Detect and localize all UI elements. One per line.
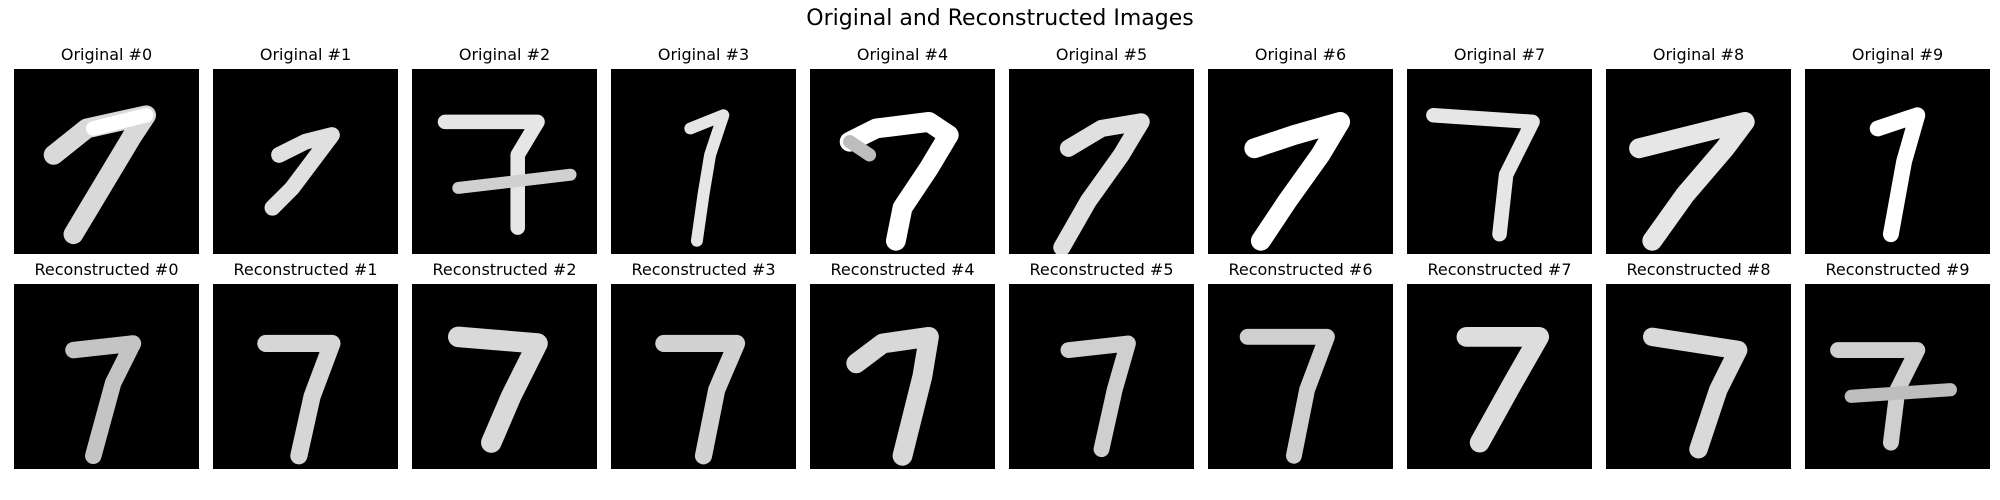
digit-image [611, 284, 796, 469]
digit-7-strokes [213, 69, 398, 254]
digit-image [412, 284, 597, 469]
digit-7-strokes [213, 284, 398, 469]
reconstructed-panel-4: Reconstructed #4 [810, 259, 995, 469]
original-panel-8: Original #8 [1606, 44, 1791, 254]
reconstructed-panel-8: Reconstructed #8 [1606, 259, 1791, 469]
panel-title: Reconstructed #4 [830, 260, 975, 279]
panel-title: Reconstructed #2 [432, 260, 577, 279]
original-panel-5: Original #5 [1009, 44, 1194, 254]
digit-image [213, 69, 398, 254]
digit-image [1009, 284, 1194, 469]
digit-image [412, 69, 597, 254]
panel-title: Original #6 [1254, 45, 1347, 64]
digit-image [1407, 69, 1592, 254]
panel-title: Reconstructed #1 [233, 260, 378, 279]
digit-7-strokes [1009, 69, 1194, 254]
panel-title: Reconstructed #8 [1626, 260, 1771, 279]
digit-7-strokes [810, 69, 995, 254]
panel-title: Original #8 [1652, 45, 1745, 64]
digit-7-strokes [810, 284, 995, 469]
reconstructed-panel-9: Reconstructed #9 [1805, 259, 1990, 469]
digit-7-strokes [1805, 69, 1990, 254]
digit-image [1208, 69, 1393, 254]
reconstructed-panel-6: Reconstructed #6 [1208, 259, 1393, 469]
reconstructed-panel-5: Reconstructed #5 [1009, 259, 1194, 469]
reconstructed-panel-7: Reconstructed #7 [1407, 259, 1592, 469]
digit-7-strokes [1407, 284, 1592, 469]
reconstructed-panel-0: Reconstructed #0 [14, 259, 199, 469]
digit-image [1805, 284, 1990, 469]
reconstructed-panel-2: Reconstructed #2 [412, 259, 597, 469]
digit-7-strokes [1009, 284, 1194, 469]
original-panel-4: Original #4 [810, 44, 995, 254]
panel-title: Reconstructed #6 [1228, 260, 1373, 279]
digit-image [213, 284, 398, 469]
digit-image [1009, 69, 1194, 254]
digit-image [1407, 284, 1592, 469]
figure-title: Original and Reconstructed Images [806, 6, 1194, 31]
digit-7-strokes [412, 69, 597, 254]
digit-image [1606, 284, 1791, 469]
panel-title: Original #9 [1851, 45, 1944, 64]
digit-7-strokes [611, 69, 796, 254]
digit-7-strokes [1407, 69, 1592, 254]
original-panel-6: Original #6 [1208, 44, 1393, 254]
panel-title: Reconstructed #7 [1427, 260, 1572, 279]
digit-image [611, 69, 796, 254]
digit-7-strokes [611, 284, 796, 469]
panel-title: Original #0 [60, 45, 153, 64]
digit-image [1208, 284, 1393, 469]
digit-7-strokes [14, 69, 199, 254]
panel-title: Reconstructed #3 [631, 260, 776, 279]
reconstructed-panel-3: Reconstructed #3 [611, 259, 796, 469]
panel-title: Reconstructed #9 [1825, 260, 1970, 279]
panel-title: Original #2 [458, 45, 551, 64]
original-panel-3: Original #3 [611, 44, 796, 254]
original-panel-9: Original #9 [1805, 44, 1990, 254]
digit-7-strokes [1208, 284, 1393, 469]
panel-title: Original #4 [856, 45, 949, 64]
original-panel-1: Original #1 [213, 44, 398, 254]
digit-7-strokes [1805, 284, 1990, 469]
digit-7-strokes [412, 284, 597, 469]
panel-title: Original #3 [657, 45, 750, 64]
original-panel-0: Original #0 [14, 44, 199, 254]
digit-7-strokes [1606, 69, 1791, 254]
digit-image [810, 69, 995, 254]
panel-title: Original #1 [259, 45, 352, 64]
panel-title: Reconstructed #5 [1029, 260, 1174, 279]
digit-image [1606, 69, 1791, 254]
digit-7-strokes [14, 284, 199, 469]
panel-title: Reconstructed #0 [34, 260, 179, 279]
original-panel-2: Original #2 [412, 44, 597, 254]
digit-image [810, 284, 995, 469]
digit-image [1805, 69, 1990, 254]
digit-7-strokes [1606, 284, 1791, 469]
panel-title: Original #5 [1055, 45, 1148, 64]
digit-image [14, 284, 199, 469]
reconstructed-images-row: Reconstructed #0 Reconstructed #1 Recons… [14, 259, 1990, 469]
digit-image [14, 69, 199, 254]
reconstructed-panel-1: Reconstructed #1 [213, 259, 398, 469]
original-panel-7: Original #7 [1407, 44, 1592, 254]
original-images-row: Original #0 Original #1 Original #2 [14, 44, 1990, 254]
panel-title: Original #7 [1453, 45, 1546, 64]
digit-7-strokes [1208, 69, 1393, 254]
